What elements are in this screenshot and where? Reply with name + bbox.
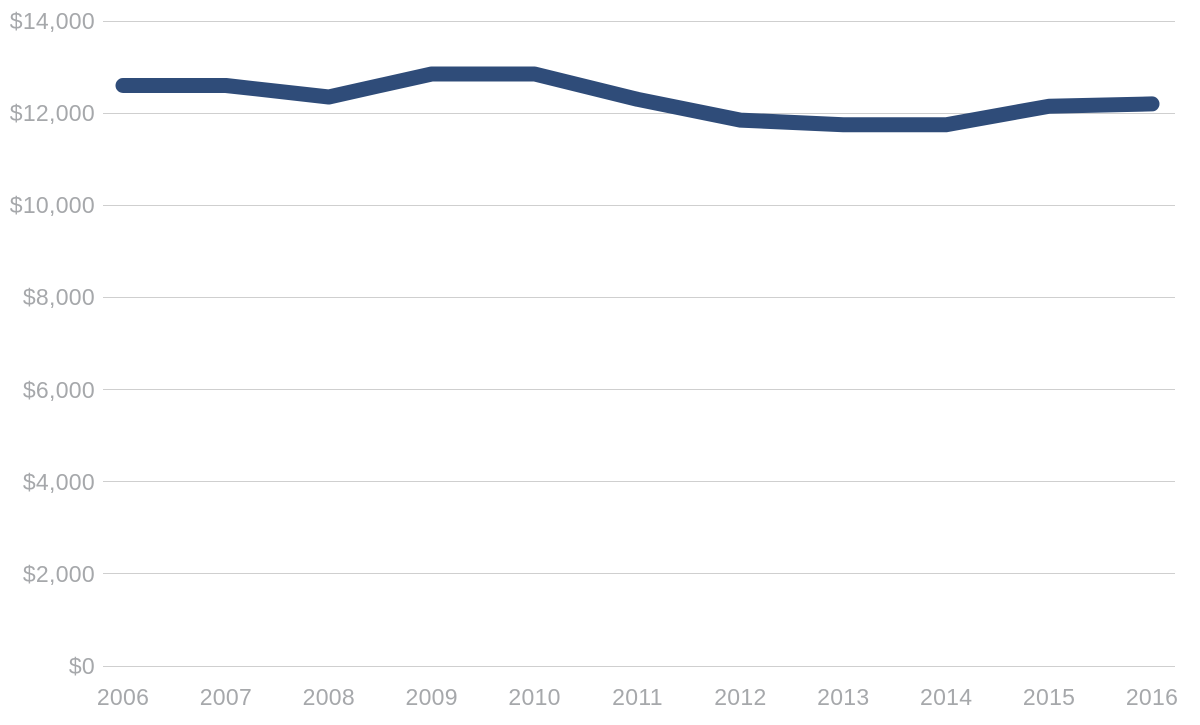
y-tick-label: $0	[68, 653, 95, 679]
x-tick-label: 2010	[508, 684, 561, 710]
x-tick-label: 2007	[199, 684, 253, 710]
y-tick-label: $6,000	[22, 376, 95, 403]
x-tick-label: 2013	[817, 684, 870, 710]
x-tick-label: 2009	[405, 684, 458, 710]
y-tick-label: $14,000	[9, 8, 95, 34]
y-tick-label: $2,000	[22, 560, 95, 587]
y-tick-label: $4,000	[22, 468, 95, 495]
x-tick-label: 2014	[920, 684, 973, 710]
x-tick-label: 2015	[1022, 684, 1076, 710]
x-tick-label: 2011	[612, 684, 663, 710]
x-tick-label: 2006	[96, 684, 150, 710]
x-tick-label: 2008	[302, 684, 355, 710]
x-tick-label: 2012	[714, 684, 767, 710]
y-tick-label: $8,000	[22, 284, 95, 311]
x-tick-label: 2016	[1125, 684, 1179, 710]
y-tick-label: $10,000	[9, 192, 95, 219]
data-line	[115, 66, 1160, 133]
y-tick-label: $12,000	[9, 100, 95, 127]
